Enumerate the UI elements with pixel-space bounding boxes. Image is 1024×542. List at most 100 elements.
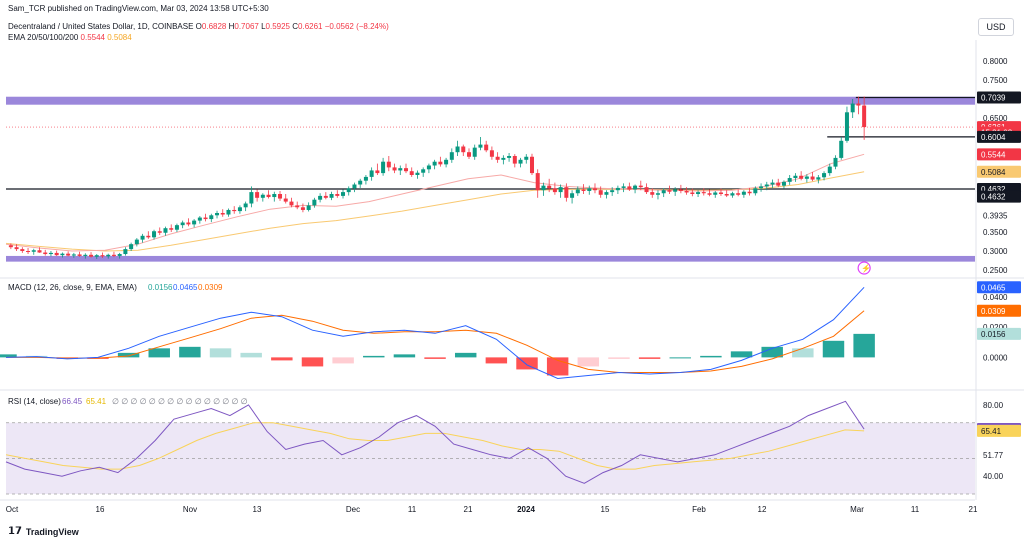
- candle-body: [610, 190, 615, 193]
- ema20-value: 0.5544: [80, 33, 105, 42]
- macd-tag-bg: [977, 327, 1021, 340]
- close-label: C: [292, 22, 299, 31]
- close-value: 0.6261: [298, 22, 323, 31]
- candle-body: [111, 254, 116, 256]
- price-tag-bg: [977, 130, 1021, 143]
- price-tag-label: 0.6004: [981, 133, 1006, 142]
- candle-body: [844, 112, 849, 141]
- candle-body: [633, 185, 638, 190]
- price-tag-bg: [977, 148, 1021, 161]
- time-tick-label: Nov: [183, 505, 197, 514]
- rsi-band: [6, 422, 975, 494]
- time-tick-label: 16: [96, 505, 105, 514]
- candle-body: [369, 170, 374, 177]
- macd-hist-legend: 0.0156: [148, 283, 173, 292]
- candle-body: [381, 161, 386, 174]
- brand-label: TradingView: [25, 526, 79, 537]
- candle-body: [26, 251, 31, 252]
- candle-body: [392, 167, 397, 171]
- candle-body: [346, 188, 351, 193]
- candle-body: [438, 161, 443, 165]
- candle-body: [37, 250, 42, 253]
- candle-body: [226, 209, 231, 215]
- price-tick-label: 0.3000: [983, 247, 1008, 256]
- time-tick-label: 2024: [517, 505, 535, 514]
- macd-histogram-bar: [240, 352, 262, 358]
- rsi-tag-label: 65.41: [981, 427, 1002, 436]
- candle-body: [20, 249, 25, 251]
- candle-body: [318, 195, 323, 200]
- candle-body: [100, 255, 105, 257]
- time-tick-label: 12: [758, 505, 767, 514]
- candle-body: [678, 189, 683, 191]
- candle-body: [278, 194, 283, 199]
- ema50-line: [5, 171, 865, 252]
- ema50-value: 0.5084: [107, 33, 132, 42]
- candle-body: [804, 176, 809, 179]
- price-tick-label: 0.3935: [983, 211, 1008, 220]
- macd-signal-legend: 0.0309: [198, 283, 223, 292]
- rsi-ma-legend-value: 65.41: [86, 397, 107, 406]
- candle-body: [295, 205, 300, 208]
- candle-body: [66, 253, 71, 256]
- price-tag-label: 0.5544: [981, 150, 1006, 159]
- candle-body: [570, 193, 575, 198]
- macd-histogram-bar: [0, 354, 17, 358]
- candle-body: [535, 173, 540, 191]
- candle-body: [180, 222, 185, 226]
- price-tick-label: 0.8000: [983, 57, 1008, 66]
- candle-body: [71, 254, 76, 256]
- candle-body: [209, 215, 214, 220]
- candle-body: [575, 189, 580, 194]
- price-tag-label: 0.4632: [981, 185, 1006, 194]
- candle-body: [403, 168, 409, 172]
- candle-body: [598, 190, 603, 195]
- candle-body: [426, 165, 431, 170]
- macd-tag-bg: [977, 304, 1021, 317]
- candle-body: [237, 207, 242, 212]
- candle-body: [432, 161, 437, 166]
- candle-body: [323, 195, 328, 198]
- candle-body: [655, 193, 660, 195]
- candle-body: [157, 231, 162, 233]
- candle-body: [43, 252, 48, 255]
- candle-body: [696, 192, 701, 194]
- macd-signal-line: [6, 310, 865, 373]
- candle-body: [203, 217, 208, 220]
- macd-tag-bg: [977, 281, 1021, 294]
- candle-body: [661, 190, 666, 194]
- candle-body: [266, 194, 271, 198]
- macd-line: [5, 286, 865, 380]
- candle-body: [398, 168, 403, 171]
- candle-body: [289, 201, 294, 206]
- candle-body: [650, 192, 655, 195]
- rsi-title: RSI (14, close): [8, 397, 61, 406]
- macd-histogram-bar: [424, 357, 446, 359]
- candle-body: [810, 176, 815, 180]
- candle-body: [106, 254, 111, 257]
- macd-histogram-bar: [148, 348, 170, 358]
- macd-histogram-bar: [669, 357, 691, 359]
- macd-histogram-bar: [700, 355, 722, 358]
- candle-body: [363, 176, 368, 181]
- publisher-note: Sam_TCR published on TradingView.com, Ma…: [8, 4, 269, 13]
- candle-body: [140, 235, 145, 240]
- candle-body: [478, 144, 483, 148]
- candle-body: [31, 250, 36, 252]
- candle-body: [60, 253, 65, 256]
- candle-body: [352, 184, 357, 189]
- currency-button[interactable]: USD: [978, 18, 1014, 36]
- resistance-zone: [6, 255, 975, 262]
- candle-body: [220, 213, 225, 215]
- macd-histogram-bar: [179, 346, 201, 358]
- tradingview-brand: 𝟭𝟳 TradingView: [8, 526, 79, 537]
- candle-body: [827, 166, 832, 174]
- candle-body: [564, 187, 569, 198]
- candle-body: [215, 213, 220, 216]
- candle-body: [787, 178, 792, 182]
- candle-body: [856, 103, 861, 106]
- candle-body: [444, 159, 449, 165]
- price-tag-bg: [977, 91, 1021, 104]
- macd-histogram-bar: [853, 333, 875, 358]
- candle-body: [192, 220, 197, 225]
